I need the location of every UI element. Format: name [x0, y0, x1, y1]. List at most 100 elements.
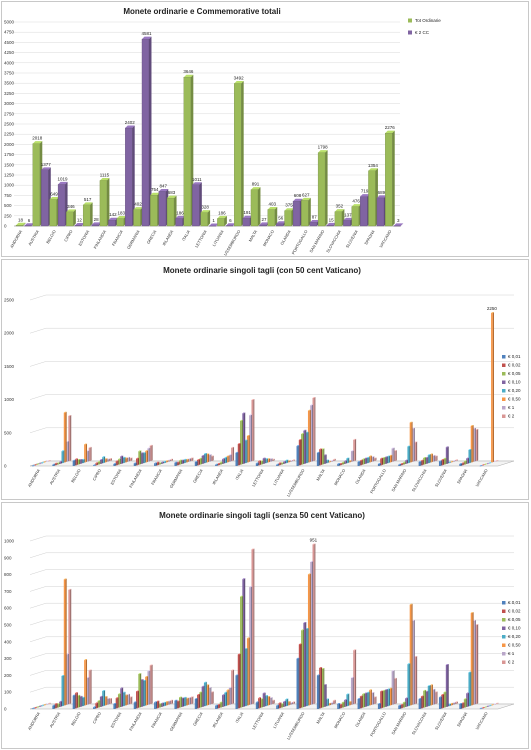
- bar-top: [81, 696, 85, 698]
- bar-top: [328, 460, 332, 462]
- bar: [326, 460, 328, 464]
- bar: [351, 206, 359, 227]
- bar: [97, 461, 100, 465]
- bar-side: [381, 457, 384, 466]
- bar: [296, 658, 299, 709]
- bar-side: [318, 451, 320, 466]
- bar-top: [203, 452, 207, 454]
- bar-top: [194, 698, 198, 699]
- x-tick-label: SAN MARINO: [308, 229, 325, 253]
- bar-side: [115, 703, 117, 709]
- bar: [339, 704, 342, 709]
- bar: [389, 688, 392, 706]
- bar-top: [158, 462, 162, 464]
- bar-side: [409, 445, 411, 464]
- x-tick-label: MONACO: [262, 229, 275, 247]
- bar: [215, 464, 217, 466]
- bar-side: [302, 629, 304, 708]
- bar-side: [393, 670, 395, 705]
- bar: [459, 464, 462, 466]
- bar-top: [95, 462, 99, 464]
- bar-top: [129, 696, 133, 698]
- bar-top: [475, 624, 479, 626]
- bar-side: [74, 694, 76, 709]
- bar-side: [467, 692, 470, 707]
- bar-side: [237, 451, 239, 466]
- bar-side: [302, 433, 304, 465]
- bar: [359, 696, 362, 709]
- bar-side: [449, 703, 451, 707]
- data-label: 15: [329, 217, 335, 222]
- bar: [357, 698, 360, 709]
- bar-top: [234, 81, 244, 84]
- bar-side: [54, 463, 56, 466]
- bar-side: [490, 704, 492, 707]
- bar-side: [65, 411, 67, 463]
- bar-top: [84, 659, 88, 661]
- data-label: 402: [134, 202, 142, 207]
- bar-side: [131, 696, 133, 704]
- gridline: [29, 327, 514, 334]
- bar-side: [187, 458, 189, 463]
- bar: [72, 460, 75, 466]
- bar: [183, 697, 186, 707]
- bar-top: [249, 586, 253, 588]
- bar-side: [56, 462, 58, 466]
- legend-swatch: [502, 618, 506, 622]
- bar-side: [198, 459, 200, 466]
- bar-top: [280, 462, 284, 464]
- bar-top: [359, 459, 363, 461]
- data-label: 352: [336, 204, 344, 209]
- bar: [242, 579, 245, 707]
- bar-side: [366, 457, 368, 464]
- bar: [316, 452, 319, 466]
- data-label: 28: [94, 217, 100, 222]
- bar-side: [158, 461, 160, 466]
- y-tick-label: 800: [4, 572, 12, 577]
- bar-top: [59, 460, 63, 462]
- legend-swatch: [502, 397, 506, 401]
- bar-top: [430, 453, 433, 455]
- bar-top: [74, 692, 78, 694]
- bar-top: [278, 702, 282, 704]
- bar-top: [271, 458, 275, 460]
- bar-side: [106, 458, 108, 463]
- bar-top: [373, 457, 377, 459]
- bar: [466, 458, 468, 464]
- bar-top: [366, 456, 370, 458]
- data-label: 2018: [32, 136, 43, 141]
- bar: [120, 688, 122, 707]
- bar-top: [380, 690, 384, 692]
- x-tick-label: SLOVACCHIA: [325, 229, 342, 254]
- bar-top: [109, 458, 112, 460]
- bar: [160, 703, 163, 707]
- bar-side: [409, 663, 411, 707]
- bar: [468, 672, 471, 707]
- legend-swatch: [502, 643, 506, 647]
- bar-side: [266, 695, 268, 707]
- bar-top: [190, 457, 194, 459]
- bar-side: [63, 675, 65, 707]
- bar: [99, 696, 102, 707]
- data-label: 186: [176, 210, 184, 215]
- bar-top: [210, 691, 214, 693]
- bar-top: [136, 690, 139, 692]
- bar-top: [183, 74, 194, 78]
- bar-side: [424, 457, 427, 465]
- bar-side: [277, 704, 280, 709]
- bar-top: [97, 699, 101, 701]
- bar-top: [117, 458, 121, 460]
- bar: [276, 464, 278, 466]
- bar-side: [411, 603, 413, 706]
- bar-side: [201, 457, 203, 465]
- bar-top: [326, 459, 329, 461]
- x-tick-label: LITUANIA: [272, 711, 285, 729]
- bar-top: [215, 463, 219, 465]
- bar-top: [197, 693, 200, 695]
- bar: [285, 460, 288, 464]
- bar-top: [251, 399, 255, 400]
- bar: [387, 456, 389, 464]
- bar-top: [384, 689, 388, 691]
- bar-side: [311, 561, 314, 705]
- bar-top: [181, 459, 185, 461]
